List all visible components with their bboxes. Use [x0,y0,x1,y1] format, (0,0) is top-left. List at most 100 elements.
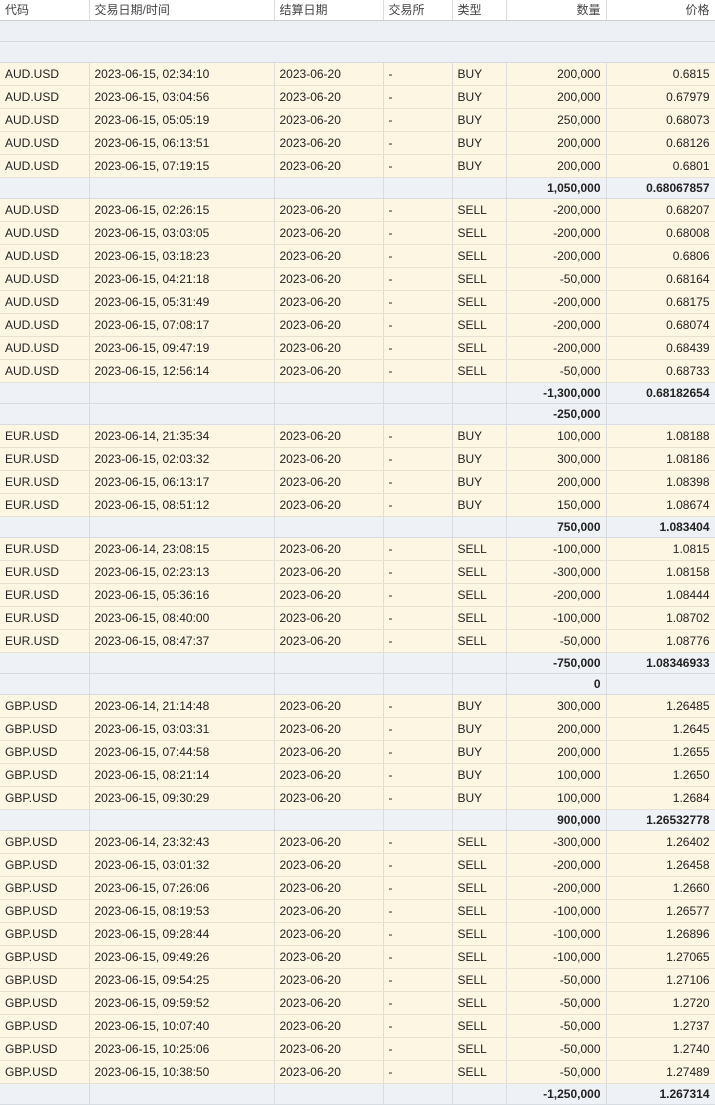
cell-price: 0.68164 [606,267,715,291]
table-row[interactable]: EUR.USD 2023-06-15, 08:51:12 2023-06-20- BU… [0,493,715,517]
cell-price: 1.27106 [606,968,715,992]
table-row[interactable]: GBP.USD 2023-06-15, 10:07:40 2023-06-20- SE… [0,1014,715,1038]
cell-quantity: -100,000 [506,537,607,561]
table-row[interactable]: GBP.USD 2023-06-15, 09:30:29 2023-06-20- BU… [0,786,715,810]
cell-settle-date: 2023-06-20 [274,131,384,155]
col-header-symbol[interactable]: 代码 [0,0,90,21]
cell-settle-date: 2023-06-20 [274,108,384,132]
cell-datetime: 2023-06-14, 23:08:15 [89,537,275,561]
cell-exchange: - [383,1014,453,1038]
table-row[interactable]: GBP.USD 2023-06-15, 10:38:50 2023-06-20- SE… [0,1060,715,1084]
col-header-exchange[interactable]: 交易所 [383,0,453,21]
cell-type: SELL [452,1014,507,1038]
table-row[interactable]: AUD.USD 2023-06-15, 02:34:10 2023-06-20- BU… [0,62,715,86]
table-row[interactable]: EUR.USD 2023-06-15, 02:03:32 2023-06-20- BU… [0,447,715,471]
cell-type: SELL [452,629,507,653]
subtotal-avg-price: 1.083404 [606,516,715,538]
table-row[interactable]: GBP.USD 2023-06-15, 10:25:06 2023-06-20- SE… [0,1037,715,1061]
col-header-price[interactable]: 价格 [606,0,715,21]
col-header-settle-date[interactable]: 结算日期 [274,0,384,21]
col-header-type[interactable]: 类型 [452,0,507,21]
table-row[interactable]: EUR.USD 2023-06-15, 06:13:17 2023-06-20- BU… [0,470,715,494]
net-quantity: 0 [506,673,607,695]
cell-price: 0.68175 [606,290,715,314]
cell-exchange: - [383,899,453,923]
table-row[interactable]: GBP.USD 2023-06-14, 23:32:43 2023-06-20- SE… [0,830,715,854]
table-row[interactable]: AUD.USD 2023-06-15, 03:04:56 2023-06-20- BU… [0,85,715,109]
table-row[interactable]: EUR.USD 2023-06-15, 02:23:13 2023-06-20- SE… [0,560,715,584]
cell-datetime: 2023-06-15, 09:59:52 [89,991,275,1015]
table-row[interactable]: AUD.USD 2023-06-15, 03:03:05 2023-06-20- SE… [0,221,715,245]
cell-type: SELL [452,290,507,314]
cell-quantity: -50,000 [506,1060,607,1084]
cell-settle-date: 2023-06-20 [274,717,384,741]
empty-cell [452,177,507,199]
cell-exchange: - [383,470,453,494]
cell-datetime: 2023-06-15, 07:44:58 [89,740,275,764]
table-row[interactable]: AUD.USD 2023-06-15, 09:47:19 2023-06-20- SE… [0,336,715,360]
cell-symbol: GBP.USD [0,1060,90,1084]
cell-symbol: GBP.USD [0,763,90,787]
col-header-quantity[interactable]: 数量 [506,0,607,21]
table-row[interactable]: GBP.USD 2023-06-15, 09:59:52 2023-06-20- SE… [0,991,715,1015]
table-row[interactable]: GBP.USD 2023-06-14, 21:14:48 2023-06-20- BU… [0,694,715,718]
table-row[interactable]: GBP.USD 2023-06-15, 08:21:14 2023-06-20- BU… [0,763,715,787]
table-row[interactable]: EUR.USD 2023-06-15, 08:47:37 2023-06-20- SE… [0,629,715,653]
cell-settle-date: 2023-06-20 [274,359,384,383]
table-row[interactable]: AUD.USD 2023-06-15, 04:21:18 2023-06-20- SE… [0,267,715,291]
cell-quantity: 200,000 [506,740,607,764]
subtotal-row: -1,300,000 0.68182654 [0,382,715,404]
table-row[interactable]: GBP.USD 2023-06-15, 03:01:32 2023-06-20- SE… [0,853,715,877]
cell-symbol: GBP.USD [0,853,90,877]
cell-type: SELL [452,267,507,291]
cell-type: SELL [452,968,507,992]
table-row[interactable]: AUD.USD 2023-06-15, 05:31:49 2023-06-20- SE… [0,290,715,314]
cell-datetime: 2023-06-15, 03:04:56 [89,85,275,109]
cell-datetime: 2023-06-15, 08:51:12 [89,493,275,517]
table-row[interactable]: AUD.USD 2023-06-15, 07:08:17 2023-06-20- SE… [0,313,715,337]
table-row[interactable]: GBP.USD 2023-06-15, 07:26:06 2023-06-20- SE… [0,876,715,900]
table-row[interactable]: AUD.USD 2023-06-15, 06:13:51 2023-06-20- BU… [0,131,715,155]
table-row[interactable]: AUD.USD 2023-06-15, 07:19:15 2023-06-20- BU… [0,154,715,178]
table-row[interactable]: GBP.USD 2023-06-15, 09:49:26 2023-06-20- SE… [0,945,715,969]
cell-settle-date: 2023-06-20 [274,606,384,630]
table-row[interactable]: AUD.USD 2023-06-15, 02:26:15 2023-06-20- SE… [0,198,715,222]
cell-price: 1.08398 [606,470,715,494]
table-row[interactable]: AUD.USD 2023-06-15, 12:56:14 2023-06-20- SE… [0,359,715,383]
cell-type: BUY [452,493,507,517]
cell-exchange: - [383,694,453,718]
table-row[interactable]: GBP.USD 2023-06-15, 03:03:31 2023-06-20- BU… [0,717,715,741]
table-row[interactable]: GBP.USD 2023-06-15, 09:54:25 2023-06-20- SE… [0,968,715,992]
net-total-row: 0 [0,673,715,695]
cell-type: BUY [452,763,507,787]
cell-exchange: - [383,629,453,653]
cell-settle-date: 2023-06-20 [274,198,384,222]
cell-symbol: GBP.USD [0,1014,90,1038]
table-row[interactable]: EUR.USD 2023-06-14, 23:08:15 2023-06-20- SE… [0,537,715,561]
table-row[interactable]: AUD.USD 2023-06-15, 03:18:23 2023-06-20- SE… [0,244,715,268]
col-header-datetime[interactable]: 交易日期/时间 [89,0,275,21]
cell-exchange: - [383,583,453,607]
table-row[interactable]: EUR.USD 2023-06-15, 05:36:16 2023-06-20- SE… [0,583,715,607]
empty-cell [89,652,275,674]
table-row[interactable]: GBP.USD 2023-06-15, 07:44:58 2023-06-20- BU… [0,740,715,764]
table-row[interactable]: EUR.USD 2023-06-15, 08:40:00 2023-06-20- SE… [0,606,715,630]
empty-cell [89,809,275,831]
cell-datetime: 2023-06-15, 03:03:05 [89,221,275,245]
cell-price: 1.2645 [606,717,715,741]
table-row[interactable]: GBP.USD 2023-06-15, 08:19:53 2023-06-20- SE… [0,899,715,923]
cell-quantity: -50,000 [506,267,607,291]
cell-datetime: 2023-06-15, 10:25:06 [89,1037,275,1061]
table-row[interactable]: EUR.USD 2023-06-14, 21:35:34 2023-06-20- BU… [0,424,715,448]
table-row[interactable]: GBP.USD 2023-06-15, 09:28:44 2023-06-20- SE… [0,922,715,946]
cell-quantity: 100,000 [506,786,607,810]
cell-settle-date: 2023-06-20 [274,62,384,86]
cell-symbol: AUD.USD [0,313,90,337]
cell-quantity: -50,000 [506,359,607,383]
cell-datetime: 2023-06-15, 02:34:10 [89,62,275,86]
cell-exchange: - [383,62,453,86]
table-row[interactable]: AUD.USD 2023-06-15, 05:05:19 2023-06-20- BU… [0,108,715,132]
cell-datetime: 2023-06-14, 21:14:48 [89,694,275,718]
cell-exchange: - [383,717,453,741]
empty-cell [274,403,384,425]
